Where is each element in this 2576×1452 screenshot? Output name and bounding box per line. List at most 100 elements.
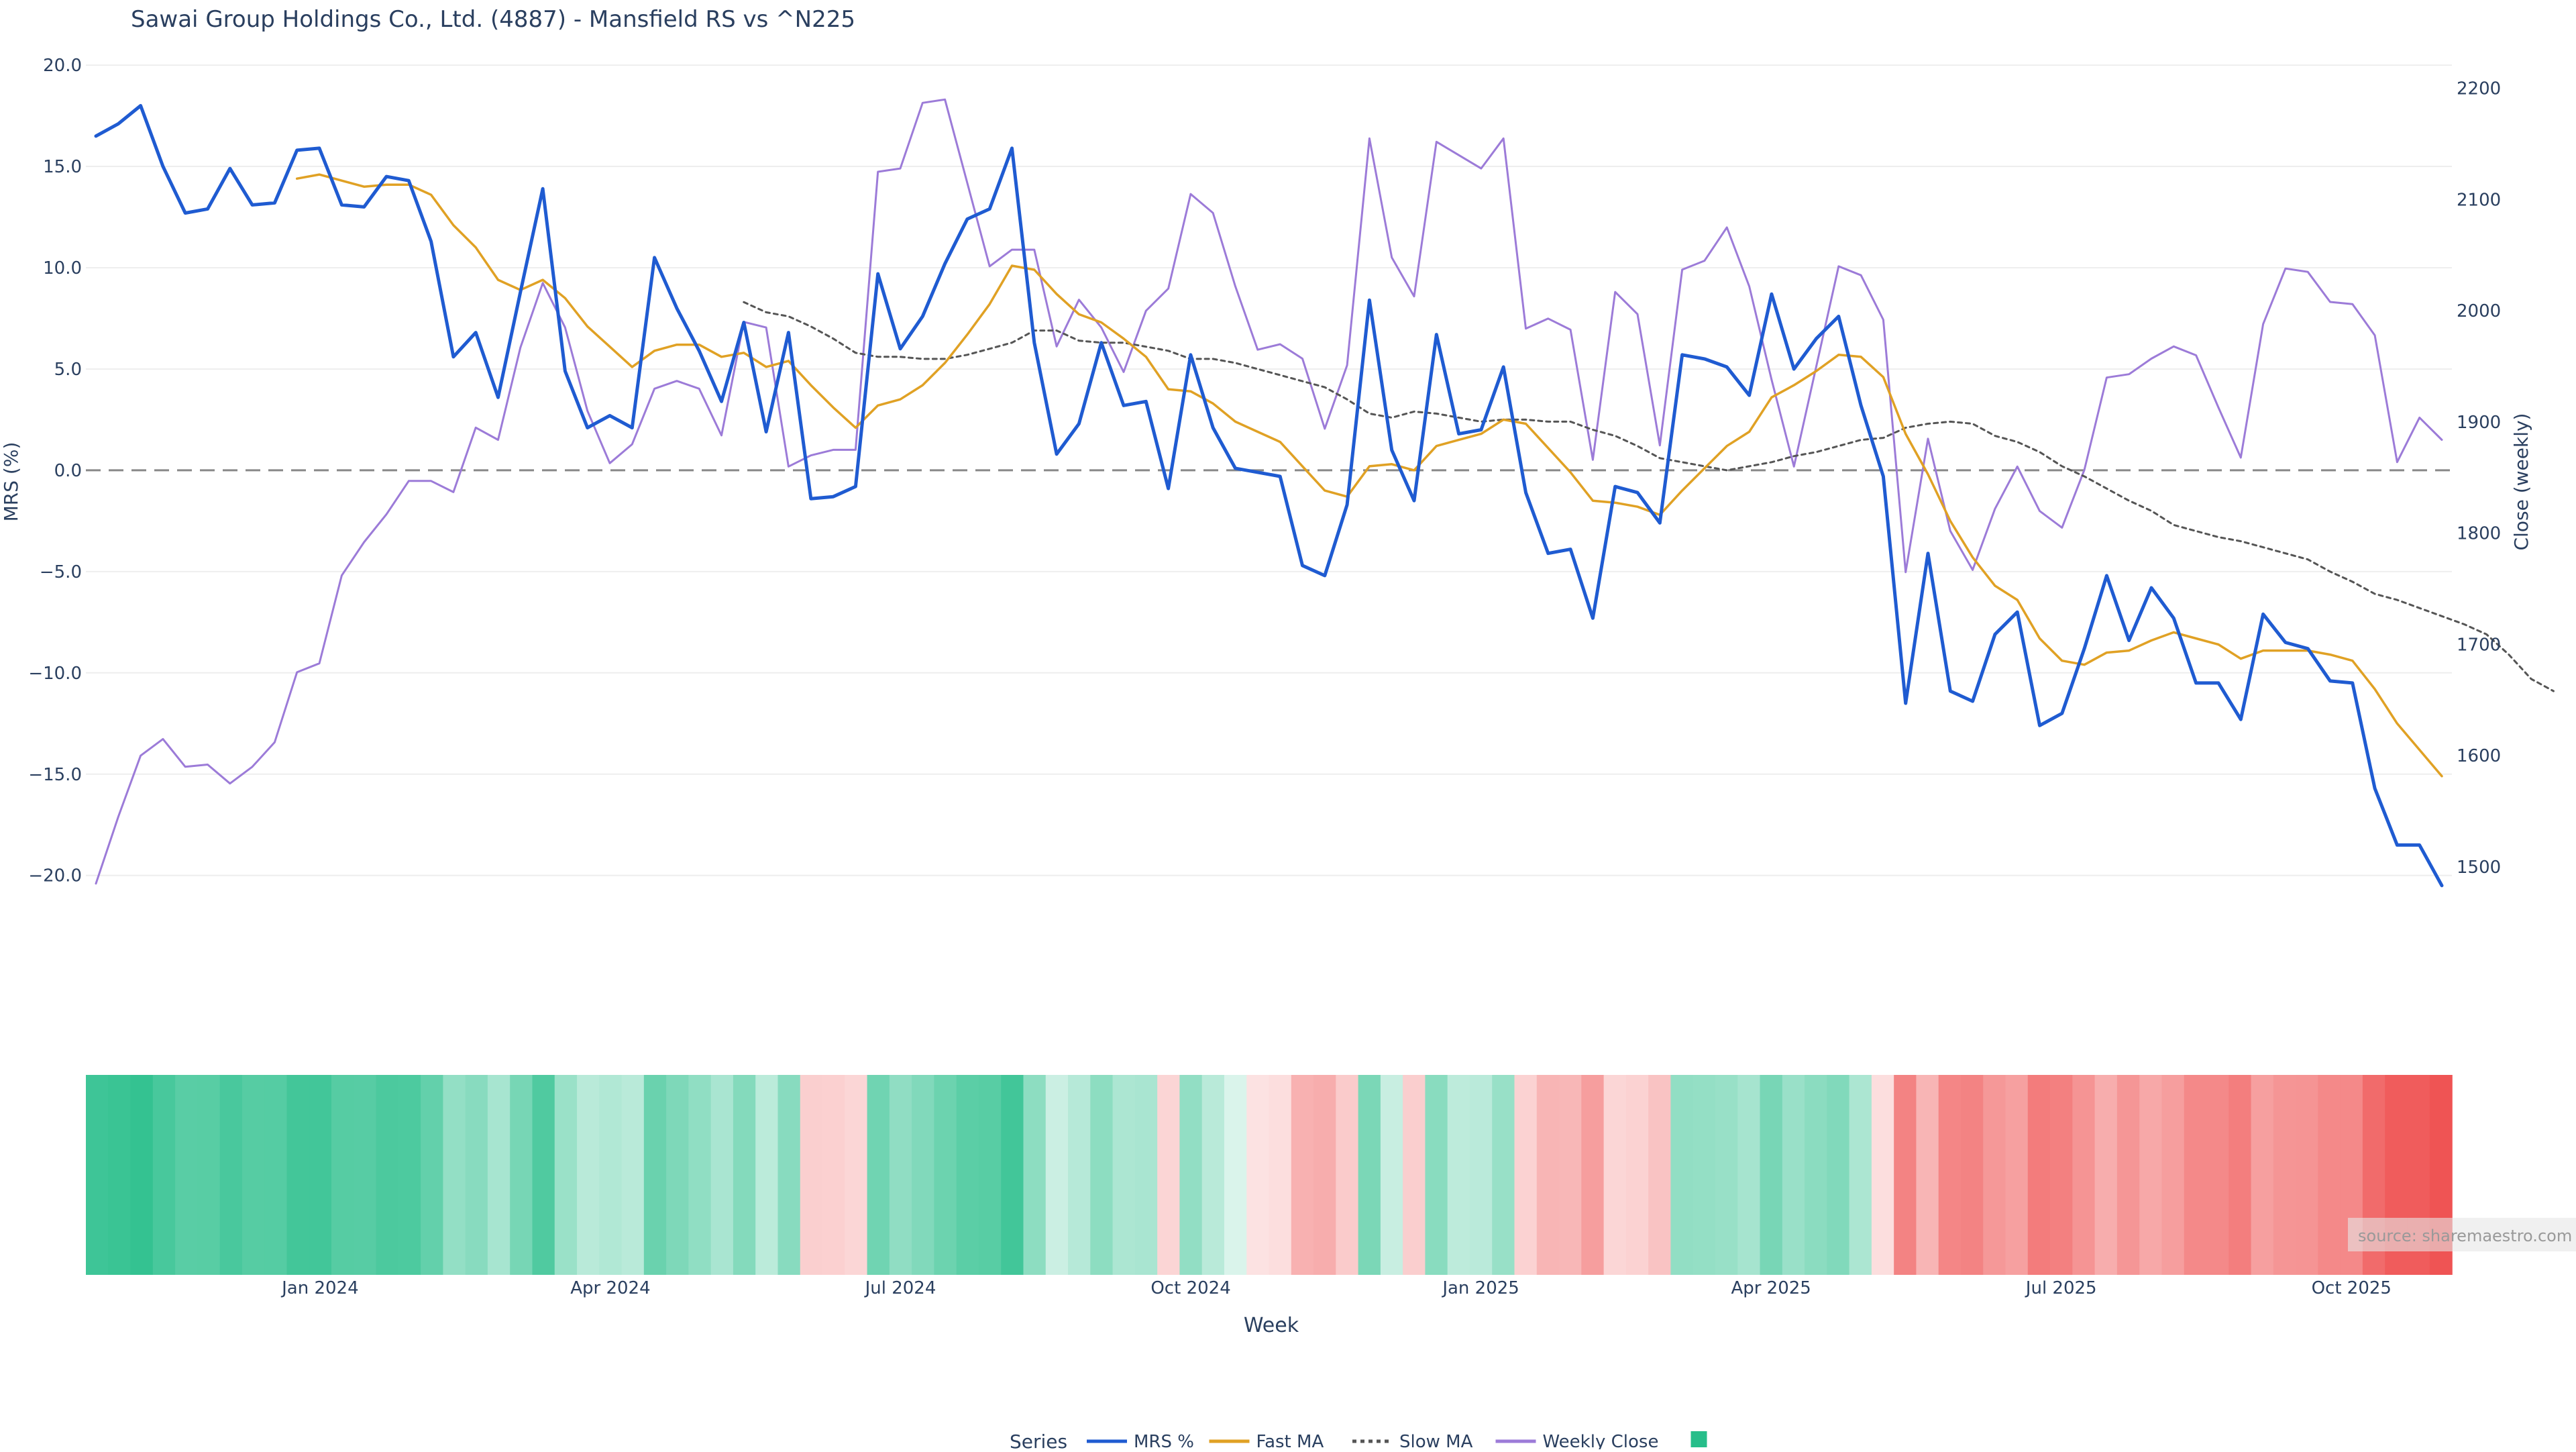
source-text: source: sharemaestro.com <box>2358 1227 2572 1245</box>
heatmap-cell <box>845 1075 868 1275</box>
heatmap-cell <box>1581 1075 1605 1275</box>
heatmap-cell <box>978 1075 1002 1275</box>
heatmap-cell <box>1670 1075 1694 1275</box>
x-axis-label: Week <box>1244 1314 1299 1337</box>
y-tick-right: 2200 <box>2457 79 2501 99</box>
y-tick-left: 15.0 <box>43 157 82 177</box>
legend-item[interactable]: MRS % <box>1087 1432 1194 1452</box>
heatmap-cell <box>487 1075 511 1275</box>
heatmap-cell <box>1894 1075 1917 1275</box>
heatmap-cell <box>331 1075 355 1275</box>
y-tick-left: −5.0 <box>40 562 82 582</box>
x-tick: Apr 2024 <box>570 1278 650 1298</box>
y-tick-left: 20.0 <box>43 56 82 76</box>
series-line-slow-ma <box>743 301 2555 692</box>
heatmap-cell <box>2184 1075 2207 1275</box>
heatmap-cell <box>1648 1075 1672 1275</box>
source-note: source: sharemaestro.com <box>2348 1218 2576 1251</box>
heatmap-cell <box>398 1075 421 1275</box>
heatmap-cell <box>1201 1075 1225 1275</box>
heatmap-cell <box>599 1075 623 1275</box>
heatmap-cell <box>2116 1075 2140 1275</box>
heatmap-cell <box>1536 1075 1560 1275</box>
heatmap-cell <box>2229 1075 2252 1275</box>
heatmap-cell <box>286 1075 310 1275</box>
legend-item[interactable]: Fast MA <box>1209 1432 1324 1452</box>
heatmap-cell <box>1871 1075 1894 1275</box>
heatmap-cell <box>1179 1075 1203 1275</box>
gridlines <box>86 64 2452 876</box>
heatmap-cell <box>1001 1075 1024 1275</box>
heatmap-cell <box>1336 1075 1359 1275</box>
heatmap-cell <box>197 1075 221 1275</box>
y-tick-right: 2100 <box>2457 190 2501 210</box>
heatmap-cell <box>1380 1075 1403 1275</box>
legend-title: Series <box>1010 1431 1067 1449</box>
x-tick: Oct 2025 <box>2312 1278 2392 1298</box>
heatmap-cell <box>2005 1075 2029 1275</box>
heatmap-cell <box>219 1075 243 1275</box>
heatmap-cell <box>1045 1075 1069 1275</box>
heatmap-cell <box>1603 1075 1627 1275</box>
plot-lines <box>94 98 2555 888</box>
heatmap-cell <box>934 1075 957 1275</box>
y-tick-right: 1900 <box>2457 413 2501 433</box>
heatmap-cell <box>2050 1075 2074 1275</box>
heatmap-cell <box>2273 1075 2296 1275</box>
y-tick-left: 0.0 <box>54 461 82 481</box>
heatmap-cell <box>666 1075 690 1275</box>
heatmap-cell <box>1313 1075 1337 1275</box>
legend-item[interactable]: Slow MA <box>1352 1432 1473 1452</box>
heatmap-cell <box>86 1075 109 1275</box>
chart-title: Sawai Group Holdings Co., Ltd. (4887) - … <box>131 6 855 33</box>
heatmap-cell <box>443 1075 466 1275</box>
heatmap-cell <box>376 1075 399 1275</box>
y-tick-left: −20.0 <box>28 866 82 886</box>
heatmap-cell <box>2296 1075 2319 1275</box>
heatmap-cell <box>354 1075 377 1275</box>
heatmap-cell <box>1269 1075 1292 1275</box>
heatmap-cell <box>1425 1075 1448 1275</box>
heatmap-cell <box>956 1075 979 1275</box>
heatmap-cell <box>1514 1075 1538 1275</box>
heatmap-cell <box>912 1075 935 1275</box>
heatmap-cell <box>1134 1075 1158 1275</box>
heatmap-cell <box>1827 1075 1850 1275</box>
heatmap-cell <box>264 1075 288 1275</box>
x-tick: Apr 2025 <box>1731 1278 1811 1298</box>
heatmap-cell <box>1849 1075 1872 1275</box>
legend-label: Fast MA <box>1256 1432 1324 1449</box>
heatmap-cell <box>1625 1075 1649 1275</box>
heatmap-cell <box>643 1075 667 1275</box>
heatmap-cell <box>1737 1075 1761 1275</box>
right-axis-ticks: 2200 2100 2000 1900 1800 1700 1600 1500 <box>2457 79 2501 878</box>
y-tick-left: −15.0 <box>28 765 82 785</box>
y-tick-right: 1500 <box>2457 858 2501 878</box>
x-axis-ticks: Jan 2024 Apr 2024 Jul 2024 Oct 2024 Jan 2025… <box>280 1278 2392 1298</box>
heatmap-cell <box>1805 1075 1828 1275</box>
heatmap-cell <box>1782 1075 1805 1275</box>
x-tick: Jul 2025 <box>2025 1278 2097 1298</box>
heatmap-cell <box>2161 1075 2185 1275</box>
heatmap-cell <box>1246 1075 1270 1275</box>
heatmap-cell <box>1157 1075 1181 1275</box>
heatmap-cell <box>800 1075 823 1275</box>
legend-item[interactable] <box>1690 1431 1707 1447</box>
heatmap-cell <box>421 1075 444 1275</box>
heatmap-cell <box>889 1075 912 1275</box>
heatmap-cell <box>1469 1075 1493 1275</box>
heatmap-cell <box>152 1075 176 1275</box>
legend-item[interactable]: Weekly Close <box>1495 1432 1659 1452</box>
y-tick-right: 2000 <box>2457 301 2501 321</box>
heatmap-cell <box>1916 1075 1939 1275</box>
heatmap-cell <box>2139 1075 2163 1275</box>
series-line-mrs <box>94 104 2444 888</box>
heatmap-cell <box>1492 1075 1515 1275</box>
left-axis-ticks: 20.0 15.0 10.0 5.0 0.0 −5.0 −10.0 −15.0 −20.0 <box>28 56 82 886</box>
legend-label: MRS % <box>1134 1432 1194 1449</box>
heatmap-cell <box>241 1075 265 1275</box>
heatmap-cell <box>2072 1075 2096 1275</box>
heatmap-cell <box>510 1075 533 1275</box>
heatmap-cell <box>1291 1075 1314 1275</box>
legend: Series MRS % Fast MA Slow MA Weekly Close <box>1010 1431 1707 1452</box>
